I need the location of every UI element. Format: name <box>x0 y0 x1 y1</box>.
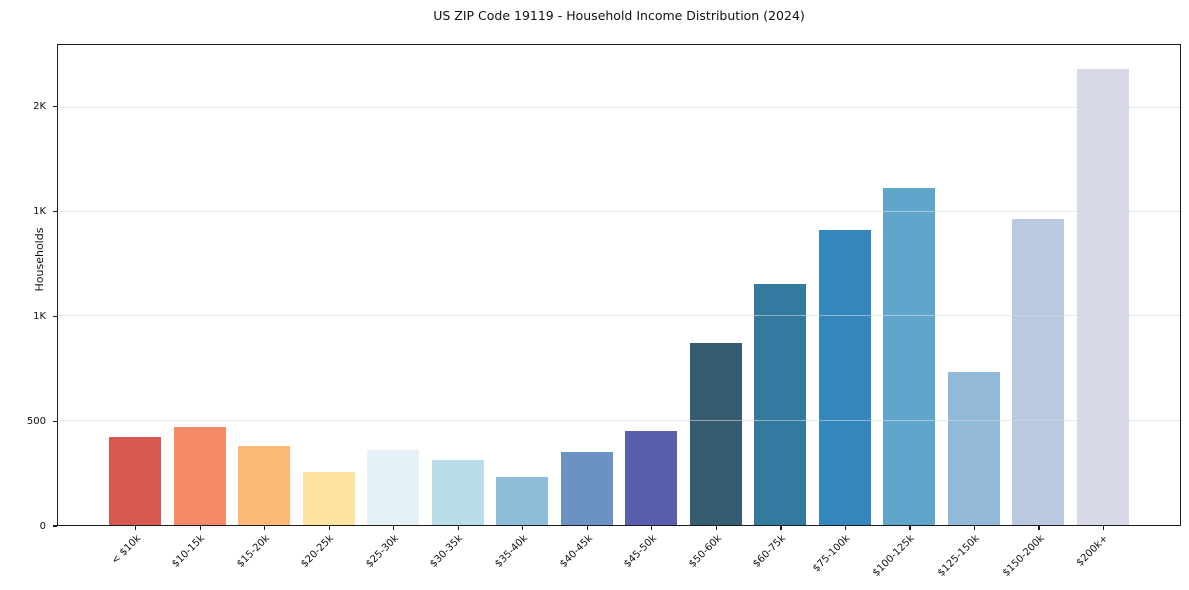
y-tick-label: 0 <box>39 520 46 532</box>
y-tick-label: 1K <box>33 310 46 322</box>
x-tick-mark <box>715 526 717 531</box>
y-tick-mark <box>53 211 57 213</box>
x-tick-label-text: $75-100k <box>811 533 853 575</box>
x-tick-label-text: $15-20k <box>234 533 272 570</box>
bar-40-45k <box>560 451 613 525</box>
bar-slot: $50-60k <box>687 45 742 570</box>
x-tick-label-text: $45-50k <box>622 533 660 570</box>
bar-slot: $20-25k <box>299 45 355 570</box>
x-tick-mark <box>586 526 588 531</box>
bar-25-30k <box>367 450 420 525</box>
bar-150-200k <box>1012 219 1065 525</box>
bar-60-75k <box>754 283 807 525</box>
y-tick-label: 500 <box>26 415 46 427</box>
x-tick-mark <box>264 526 266 531</box>
x-tick-mark <box>973 526 976 531</box>
bar-50-60k <box>689 343 742 525</box>
x-tick-mark <box>909 526 911 531</box>
chart-title: US ZIP Code 19119 - Household Income Dis… <box>433 8 805 23</box>
y-tick-mark <box>53 420 57 422</box>
bar-45-50k <box>625 431 678 525</box>
bar-10-15k <box>173 426 226 525</box>
bar-35-40k <box>496 477 549 525</box>
bar-125-150k <box>947 371 1000 525</box>
x-tick-label-text: $100-125k <box>871 533 918 579</box>
bar-slot: $75-100k <box>811 45 871 574</box>
x-tick-mark <box>1102 526 1105 531</box>
y-tick-mark <box>53 315 57 318</box>
bar-slot: $15-20k <box>235 45 291 570</box>
x-tick-mark <box>328 526 330 531</box>
bar-75-100k <box>818 229 871 525</box>
x-tick-mark <box>199 526 201 531</box>
bars-container: < $10k $10-15k $15-20k $20-25k $25-30k $30-35… <box>58 45 1180 579</box>
y-tick-mark <box>53 106 57 108</box>
bar-slot: $40-45k <box>558 45 613 570</box>
bar-30-35k <box>431 459 484 525</box>
x-tick-label-text: $50-60k <box>686 533 724 570</box>
x-tick-mark <box>457 526 459 531</box>
bar-slot: $35-40k <box>493 45 549 570</box>
plot-area: < $10k $10-15k $15-20k $20-25k $25-30k $30-35… <box>57 44 1181 579</box>
x-tick-label-text: $60-75k <box>751 533 789 570</box>
bar-slot: < $10k <box>109 45 161 567</box>
x-tick-label-text: $200k+ <box>1074 533 1111 569</box>
bar-20-25k <box>302 471 355 525</box>
bar-slot: $200k+ <box>1075 45 1129 569</box>
y-tick-label: 1K <box>33 206 46 218</box>
x-tick-label-text: $40-45k <box>557 533 595 570</box>
x-tick-label-text: $150-200k <box>1000 533 1047 579</box>
x-tick-mark <box>1038 526 1040 531</box>
y-tick-label: 2K <box>33 101 46 113</box>
bar-slot: $150-200k <box>1000 45 1065 579</box>
y-tick-mark <box>53 525 57 527</box>
x-tick-mark <box>651 526 653 531</box>
x-tick-mark <box>135 526 137 531</box>
x-tick-label-text: $20-25k <box>299 533 337 570</box>
y-axis: 0 500 1K 1K 2K <box>0 44 57 532</box>
bar-slot: $25-30k <box>364 45 420 570</box>
x-tick-mark <box>844 526 847 531</box>
bar-slot: $45-50k <box>622 45 678 570</box>
x-tick-label-text: < $10k <box>109 533 143 567</box>
bar-100-125k <box>883 187 936 525</box>
bar-slot: $60-75k <box>751 45 807 570</box>
x-tick-label-text: $10-15k <box>170 533 208 570</box>
x-tick-mark <box>522 526 524 531</box>
x-tick-mark <box>780 526 782 531</box>
bar-slot: $30-35k <box>429 45 484 570</box>
bar-15-20k <box>238 446 291 525</box>
bar-slot: $10-15k <box>170 45 226 570</box>
bar-slot: $125-150k <box>936 45 1000 579</box>
x-tick-mark <box>393 526 395 531</box>
bar-10k <box>109 437 161 525</box>
x-tick-label-text: $125-150k <box>935 533 982 579</box>
x-tick-label-text: $25-30k <box>363 533 401 570</box>
x-tick-label-text: $35-40k <box>493 533 530 570</box>
x-tick-label-text: $30-35k <box>428 533 466 570</box>
bar-200k <box>1076 69 1129 525</box>
bar-slot: $100-125k <box>871 45 936 579</box>
